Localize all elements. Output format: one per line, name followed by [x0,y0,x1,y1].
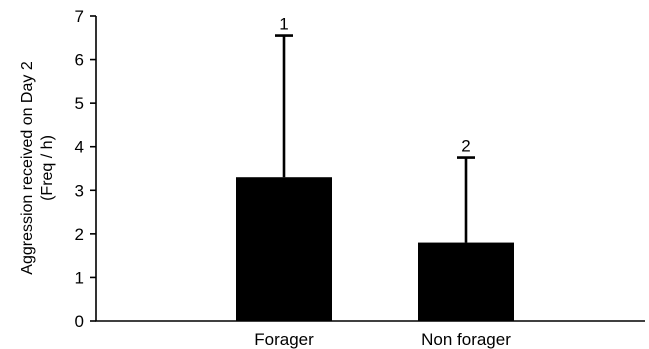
y-axis-label-line-1: Aggression received on Day 2 [19,61,36,275]
y-tick-label: 7 [75,7,84,26]
bar-annotation: 1 [279,15,288,34]
bar-annotation: 2 [461,137,470,156]
y-tick-label: 0 [75,312,84,331]
y-tick-label: 1 [75,268,84,287]
error-bar [275,34,293,178]
bar [418,242,514,321]
y-axis-label: Aggression received on Day 2 (Freq / h) [19,61,56,275]
axes [95,16,645,322]
y-axis-label-line-2: (Freq / h) [39,135,56,201]
y-tick-label: 5 [75,94,84,113]
bars [236,177,514,321]
y-tick-label: 2 [75,225,84,244]
annotations: 12 [279,15,470,156]
error-bars [275,34,475,243]
y-tick-label: 3 [75,181,84,200]
category-label: Non forager [421,330,511,349]
error-bar [457,156,475,243]
y-axis-ticks: 0 1 2 3 4 5 6 7 [75,7,96,331]
bar [236,177,332,321]
category-labels: Forager Non forager [254,330,511,349]
category-label: Forager [254,330,314,349]
y-tick-label: 4 [75,138,84,157]
y-tick-label: 6 [75,51,84,70]
